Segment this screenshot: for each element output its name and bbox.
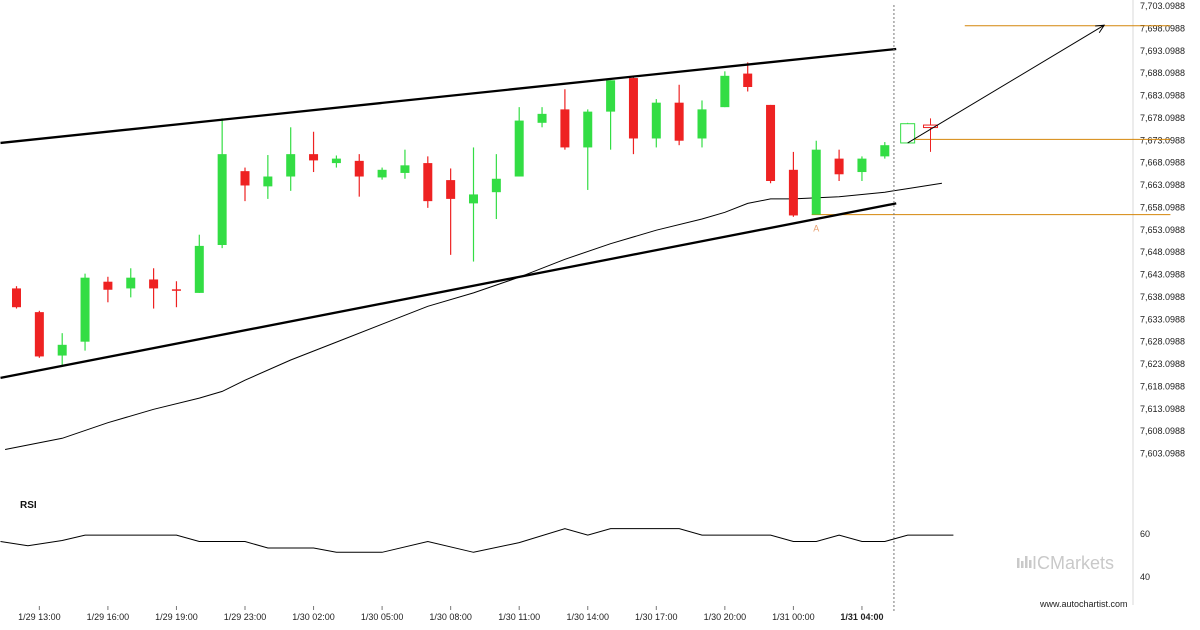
bull-candle bbox=[194, 245, 204, 293]
y-tick-label: 7,703.0988 bbox=[1140, 1, 1185, 11]
bear-candle bbox=[766, 104, 776, 181]
x-tick-label: 1/30 05:00 bbox=[361, 612, 404, 622]
x-tick-label: 1/29 19:00 bbox=[155, 612, 198, 622]
x-tick-label: 1/30 14:00 bbox=[566, 612, 609, 622]
bull-candle bbox=[720, 75, 730, 108]
bull-candle bbox=[606, 80, 616, 112]
y-tick-label: 7,693.0988 bbox=[1140, 46, 1185, 56]
x-tick-label: 1/31 00:00 bbox=[772, 612, 815, 622]
y-tick-label: 7,613.0988 bbox=[1140, 404, 1185, 414]
branding: ICMarkets www.autochartist.com bbox=[1017, 553, 1128, 609]
y-tick-label: 7,663.0988 bbox=[1140, 180, 1185, 190]
bull-candle bbox=[857, 158, 867, 173]
rsi-panel: RSI 60 40 bbox=[0, 500, 1150, 582]
rsi-tick-label: 60 bbox=[1140, 529, 1150, 539]
bear-candle bbox=[628, 78, 638, 139]
bull-candle bbox=[400, 165, 410, 173]
y-tick-label: 7,643.0988 bbox=[1140, 270, 1185, 280]
pattern-point-label: A bbox=[813, 223, 819, 233]
bear-candle bbox=[171, 289, 181, 291]
x-tick-label: 1/29 13:00 bbox=[18, 612, 61, 622]
y-tick-label: 7,673.0988 bbox=[1140, 135, 1185, 145]
bull-candle bbox=[217, 154, 227, 245]
bear-candle bbox=[12, 288, 21, 308]
y-tick-label: 7,668.0988 bbox=[1140, 158, 1185, 168]
bear-candle bbox=[354, 160, 364, 177]
bull-candle bbox=[331, 158, 341, 164]
bull-candle bbox=[491, 178, 501, 193]
x-tick-label: 1/29 23:00 bbox=[224, 612, 267, 622]
bull-candle bbox=[537, 113, 547, 123]
y-tick-label: 7,608.0988 bbox=[1140, 426, 1185, 436]
bear-candle bbox=[788, 169, 798, 216]
bear-candle bbox=[309, 154, 319, 161]
y-tick-label: 7,618.0988 bbox=[1140, 381, 1185, 391]
bear-candle bbox=[674, 102, 684, 141]
y-tick-label: 7,698.0988 bbox=[1140, 23, 1185, 33]
bear-candle bbox=[446, 180, 456, 199]
projection-arrow-head bbox=[1095, 24, 1106, 34]
time-axis: 1/29 13:00 1/29 16:00 1/29 19:00 1/29 23:00… bbox=[18, 606, 883, 622]
support-trend-line bbox=[0, 202, 897, 380]
bull-candle bbox=[651, 102, 661, 139]
logo-mark bbox=[1025, 556, 1028, 568]
x-tick-label: 1/30 20:00 bbox=[704, 612, 747, 622]
x-tick-label: 1/30 02:00 bbox=[292, 612, 335, 622]
bull-candle bbox=[583, 111, 593, 148]
projected-candle bbox=[923, 124, 938, 129]
projection-arrow-line bbox=[907, 24, 1105, 144]
bull-candle bbox=[286, 154, 296, 177]
bull-candle bbox=[263, 176, 273, 187]
y-tick-label: 7,628.0988 bbox=[1140, 337, 1185, 347]
bear-candle bbox=[423, 163, 433, 202]
bull-candle bbox=[80, 277, 90, 342]
y-tick-label: 7,623.0988 bbox=[1140, 359, 1185, 369]
bear-candle bbox=[103, 281, 113, 290]
y-tick-label: 7,688.0988 bbox=[1140, 68, 1185, 78]
rsi-tick-label: 40 bbox=[1140, 572, 1150, 582]
rsi-line bbox=[0, 528, 954, 553]
y-tick-label: 7,683.0988 bbox=[1140, 91, 1185, 101]
y-tick-label: 7,638.0988 bbox=[1140, 292, 1185, 302]
bull-candle bbox=[697, 109, 707, 139]
bull-candle bbox=[469, 194, 478, 204]
bull-candle bbox=[126, 277, 136, 289]
price-panel: 7,703.0988 7,698.0988 7,693.0988 7,688.0988… bbox=[0, 0, 1185, 612]
logo-text: ICMarkets bbox=[1032, 553, 1114, 573]
bear-candle bbox=[149, 279, 159, 289]
x-tick-label: 1/30 08:00 bbox=[429, 612, 472, 622]
logo-mark bbox=[1029, 560, 1032, 568]
y-tick-label: 7,633.0988 bbox=[1140, 314, 1185, 324]
bull-candle bbox=[514, 120, 524, 177]
watermark-url: www.autochartist.com bbox=[1039, 599, 1128, 609]
bear-candle bbox=[34, 312, 44, 357]
y-tick-label: 7,678.0988 bbox=[1140, 113, 1185, 123]
bear-candle bbox=[834, 158, 844, 175]
x-tick-label: 1/30 11:00 bbox=[498, 612, 540, 622]
x-tick-label: 1/31 04:00 bbox=[840, 612, 883, 622]
bull-candle bbox=[377, 169, 387, 178]
y-tick-label: 7,653.0988 bbox=[1140, 225, 1185, 235]
bear-candle bbox=[240, 171, 250, 186]
bull-candle bbox=[811, 149, 821, 215]
rsi-label: RSI bbox=[20, 500, 37, 511]
y-tick-label: 7,603.0988 bbox=[1140, 449, 1185, 459]
bear-candle bbox=[743, 73, 753, 88]
logo-mark bbox=[1017, 558, 1020, 568]
y-tick-label: 7,658.0988 bbox=[1140, 202, 1185, 212]
x-tick-label: 1/30 17:00 bbox=[635, 612, 678, 622]
y-tick-label: 7,648.0988 bbox=[1140, 247, 1185, 257]
resistance-trend-line bbox=[0, 47, 897, 145]
x-tick-label: 1/29 16:00 bbox=[87, 612, 130, 622]
logo-mark bbox=[1021, 561, 1024, 568]
bear-candle bbox=[560, 109, 570, 148]
bull-candle bbox=[880, 145, 890, 157]
bull-candle bbox=[57, 344, 67, 356]
